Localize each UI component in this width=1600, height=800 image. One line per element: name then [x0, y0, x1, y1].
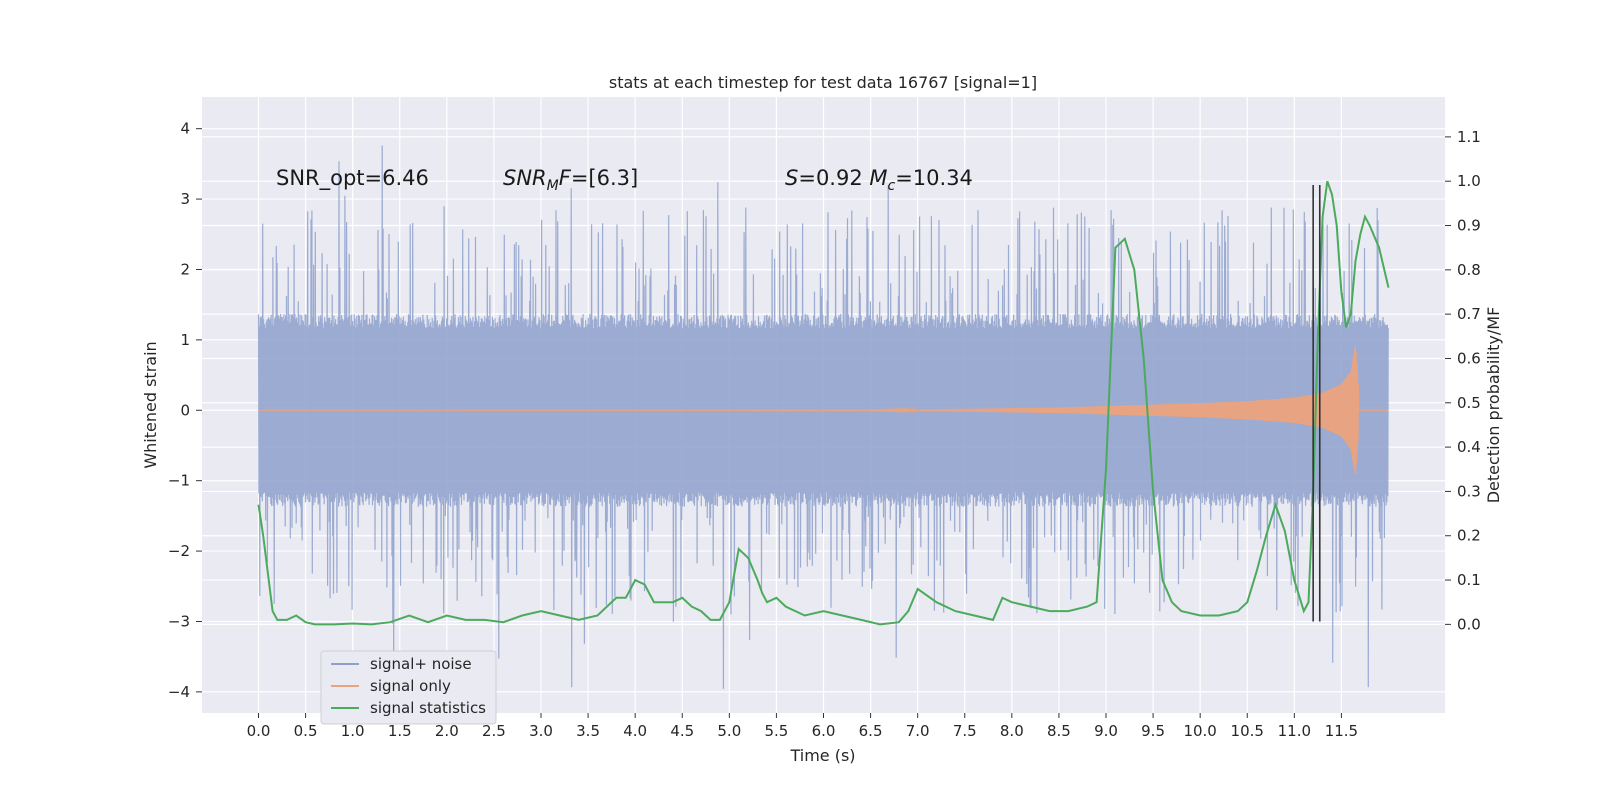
x-tick-label: 11.5 — [1325, 722, 1358, 740]
x-tick-label: 1.5 — [388, 722, 412, 740]
y2-tick-label: 0.9 — [1457, 217, 1481, 235]
x-tick-label: 5.0 — [717, 722, 741, 740]
y2-tick-label: 0.4 — [1457, 438, 1481, 456]
x-tick-label: 3.0 — [529, 722, 553, 740]
signal-series-line — [258, 344, 1389, 475]
y-tick-label: −3 — [168, 612, 190, 630]
x-tick-label: 0.0 — [247, 722, 271, 740]
annotation-snr-opt: SNR_opt=6.46 — [276, 166, 429, 191]
x-tick-label: 4.0 — [623, 722, 647, 740]
x-tick-label: 3.5 — [576, 722, 600, 740]
x-tick-label: 2.0 — [435, 722, 459, 740]
annotation-overlap-chirp-mass: S=0.92 Mc=10.34 — [785, 166, 973, 194]
y2-tick-label: 0.7 — [1457, 305, 1481, 323]
x-tick-label: 10.5 — [1231, 722, 1264, 740]
x-tick-label: 5.5 — [764, 722, 788, 740]
legend-label-signal: signal only — [370, 677, 451, 695]
legend-label-stats: signal statistics — [370, 699, 486, 717]
x-tick-label: 6.0 — [812, 722, 836, 740]
y-axis-label: Whitened strain — [141, 341, 160, 468]
y2-tick-label: 1.1 — [1457, 128, 1481, 146]
y-tick-label: −4 — [168, 683, 190, 701]
x-tick-label: 8.0 — [1000, 722, 1024, 740]
y2-axis-label: Detection probability/MF — [1484, 307, 1503, 504]
y2-tick-label: 0.3 — [1457, 482, 1481, 500]
legend-label-noise: signal+ noise — [370, 655, 472, 673]
y-tick-label: 3 — [180, 190, 190, 208]
y2-tick-label: 1.0 — [1457, 172, 1481, 190]
y2-tick-label: 0.5 — [1457, 394, 1481, 412]
x-tick-label: 8.5 — [1047, 722, 1071, 740]
legend-box — [320, 650, 497, 725]
x-tick-label: 1.0 — [341, 722, 365, 740]
y2-tick-label: 0.2 — [1457, 527, 1481, 545]
x-tick-label: 11.0 — [1278, 722, 1311, 740]
x-tick-label: 0.5 — [294, 722, 318, 740]
legend: signal+ noise signal only signal statist… — [320, 650, 497, 725]
y2-tick-label: 0.6 — [1457, 349, 1481, 367]
x-tick-label: 6.5 — [859, 722, 883, 740]
x-tick-label: 9.0 — [1094, 722, 1118, 740]
chart-title: stats at each timestep for test data 167… — [609, 73, 1037, 92]
y-tick-label: −2 — [168, 542, 190, 560]
y-tick-label: 1 — [180, 331, 190, 349]
y-tick-label: 4 — [180, 120, 190, 138]
noise-series-line — [257, 145, 1389, 689]
y-tick-label: 0 — [180, 401, 190, 419]
y2-tick-label: 0.0 — [1457, 615, 1481, 633]
y-tick-label: 2 — [180, 260, 190, 278]
x-axis-label: Time (s) — [789, 746, 855, 765]
annotation-snr-mf: SNRMF=[6.3] — [503, 166, 638, 194]
x-tick-label: 7.0 — [906, 722, 930, 740]
y2-tick-label: 0.1 — [1457, 571, 1481, 589]
x-tick-label: 4.5 — [670, 722, 694, 740]
x-tick-label: 2.5 — [482, 722, 506, 740]
y-tick-label: −1 — [168, 472, 190, 490]
x-tick-label: 7.5 — [953, 722, 977, 740]
x-tick-label: 10.0 — [1183, 722, 1216, 740]
y2-tick-label: 0.8 — [1457, 261, 1481, 279]
stat-series-line — [257, 180, 1390, 626]
x-tick-label: 9.5 — [1141, 722, 1165, 740]
